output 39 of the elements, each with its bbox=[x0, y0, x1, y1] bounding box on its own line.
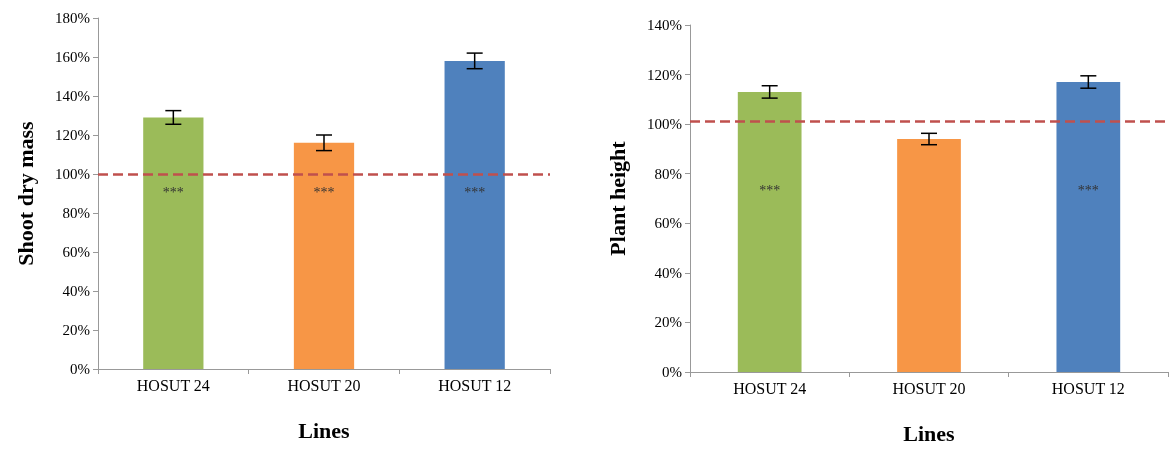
bar bbox=[737, 91, 802, 372]
y-tick-label: 20% bbox=[62, 322, 90, 338]
y-tick-label: 100% bbox=[55, 166, 90, 182]
y-tick-label: 80% bbox=[654, 165, 682, 182]
bar bbox=[293, 142, 355, 369]
y-tick-label: 140% bbox=[55, 88, 90, 104]
x-tick-label: HOSUT 12 bbox=[1051, 379, 1125, 397]
y-tick-label: 140% bbox=[647, 17, 682, 33]
y-tick-label: 40% bbox=[62, 283, 90, 299]
x-tick-label: HOSUT 20 bbox=[892, 379, 966, 397]
bar bbox=[444, 60, 505, 369]
y-tick-label: 120% bbox=[55, 127, 90, 143]
x-axis-title: Lines bbox=[903, 420, 956, 446]
data-label: *** bbox=[1077, 182, 1099, 198]
data-label: *** bbox=[313, 184, 335, 200]
y-tick-label: 0% bbox=[70, 361, 90, 377]
y-tick-label: 60% bbox=[654, 215, 682, 232]
x-tick-label: HOSUT 24 bbox=[733, 379, 807, 397]
bar bbox=[897, 139, 961, 372]
y-tick-label: 180% bbox=[55, 10, 90, 26]
y-tick-label: 0% bbox=[662, 364, 682, 380]
y-tick-label: 80% bbox=[62, 205, 90, 221]
x-tick-label: HOSUT 20 bbox=[287, 376, 361, 394]
y-tick-label: 160% bbox=[55, 49, 90, 65]
data-label: *** bbox=[162, 184, 184, 200]
x-axis-title: Lines bbox=[298, 417, 351, 443]
bar bbox=[143, 117, 204, 369]
x-tick-label: HOSUT 12 bbox=[438, 376, 512, 394]
y-axis-title: Plant height bbox=[604, 140, 630, 256]
data-label: *** bbox=[759, 182, 781, 198]
bar bbox=[1056, 82, 1121, 372]
data-label: *** bbox=[464, 184, 486, 200]
y-tick-label: 20% bbox=[654, 314, 682, 331]
y-tick-label: 60% bbox=[62, 244, 90, 260]
x-tick-label: HOSUT 24 bbox=[136, 376, 210, 394]
y-tick-label: 100% bbox=[647, 116, 682, 133]
y-axis-title: Shoot dry mass bbox=[12, 120, 38, 266]
y-tick-label: 120% bbox=[647, 66, 682, 83]
y-tick-label: 40% bbox=[654, 264, 682, 281]
